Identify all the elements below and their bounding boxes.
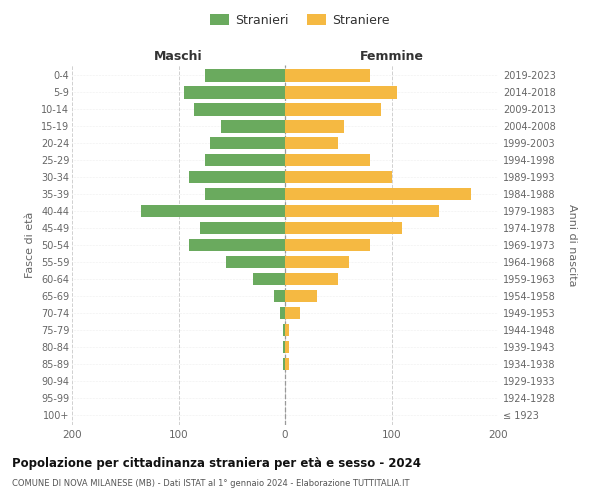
Text: Femmine: Femmine xyxy=(359,50,424,64)
Bar xyxy=(253,272,285,285)
Bar xyxy=(285,86,397,99)
Bar xyxy=(285,136,338,149)
Bar xyxy=(205,69,285,82)
Bar xyxy=(194,103,285,116)
Text: COMUNE DI NOVA MILANESE (MB) - Dati ISTAT al 1° gennaio 2024 - Elaborazione TUTT: COMUNE DI NOVA MILANESE (MB) - Dati ISTA… xyxy=(12,479,409,488)
Bar xyxy=(285,256,349,268)
Bar xyxy=(184,86,285,99)
Bar xyxy=(280,306,285,320)
Bar xyxy=(285,120,344,132)
Bar xyxy=(221,120,285,132)
Bar xyxy=(285,238,370,252)
Bar xyxy=(283,358,285,370)
Bar xyxy=(285,340,289,353)
Bar xyxy=(285,154,370,166)
Bar xyxy=(285,222,402,234)
Text: Maschi: Maschi xyxy=(154,50,203,64)
Bar xyxy=(285,69,370,82)
Bar xyxy=(285,358,289,370)
Bar xyxy=(205,188,285,200)
Y-axis label: Fasce di età: Fasce di età xyxy=(25,212,35,278)
Bar xyxy=(205,154,285,166)
Bar xyxy=(283,324,285,336)
Bar xyxy=(285,306,300,320)
Bar xyxy=(285,290,317,302)
Bar xyxy=(211,136,285,149)
Bar xyxy=(285,272,338,285)
Bar xyxy=(226,256,285,268)
Y-axis label: Anni di nascita: Anni di nascita xyxy=(567,204,577,286)
Bar xyxy=(189,170,285,183)
Text: Popolazione per cittadinanza straniera per età e sesso - 2024: Popolazione per cittadinanza straniera p… xyxy=(12,458,421,470)
Bar xyxy=(285,170,392,183)
Bar xyxy=(285,103,381,116)
Bar xyxy=(141,204,285,218)
Bar xyxy=(189,238,285,252)
Bar xyxy=(285,204,439,218)
Bar xyxy=(274,290,285,302)
Bar xyxy=(285,324,289,336)
Bar xyxy=(283,340,285,353)
Legend: Stranieri, Straniere: Stranieri, Straniere xyxy=(205,8,395,32)
Bar xyxy=(200,222,285,234)
Bar xyxy=(285,188,472,200)
